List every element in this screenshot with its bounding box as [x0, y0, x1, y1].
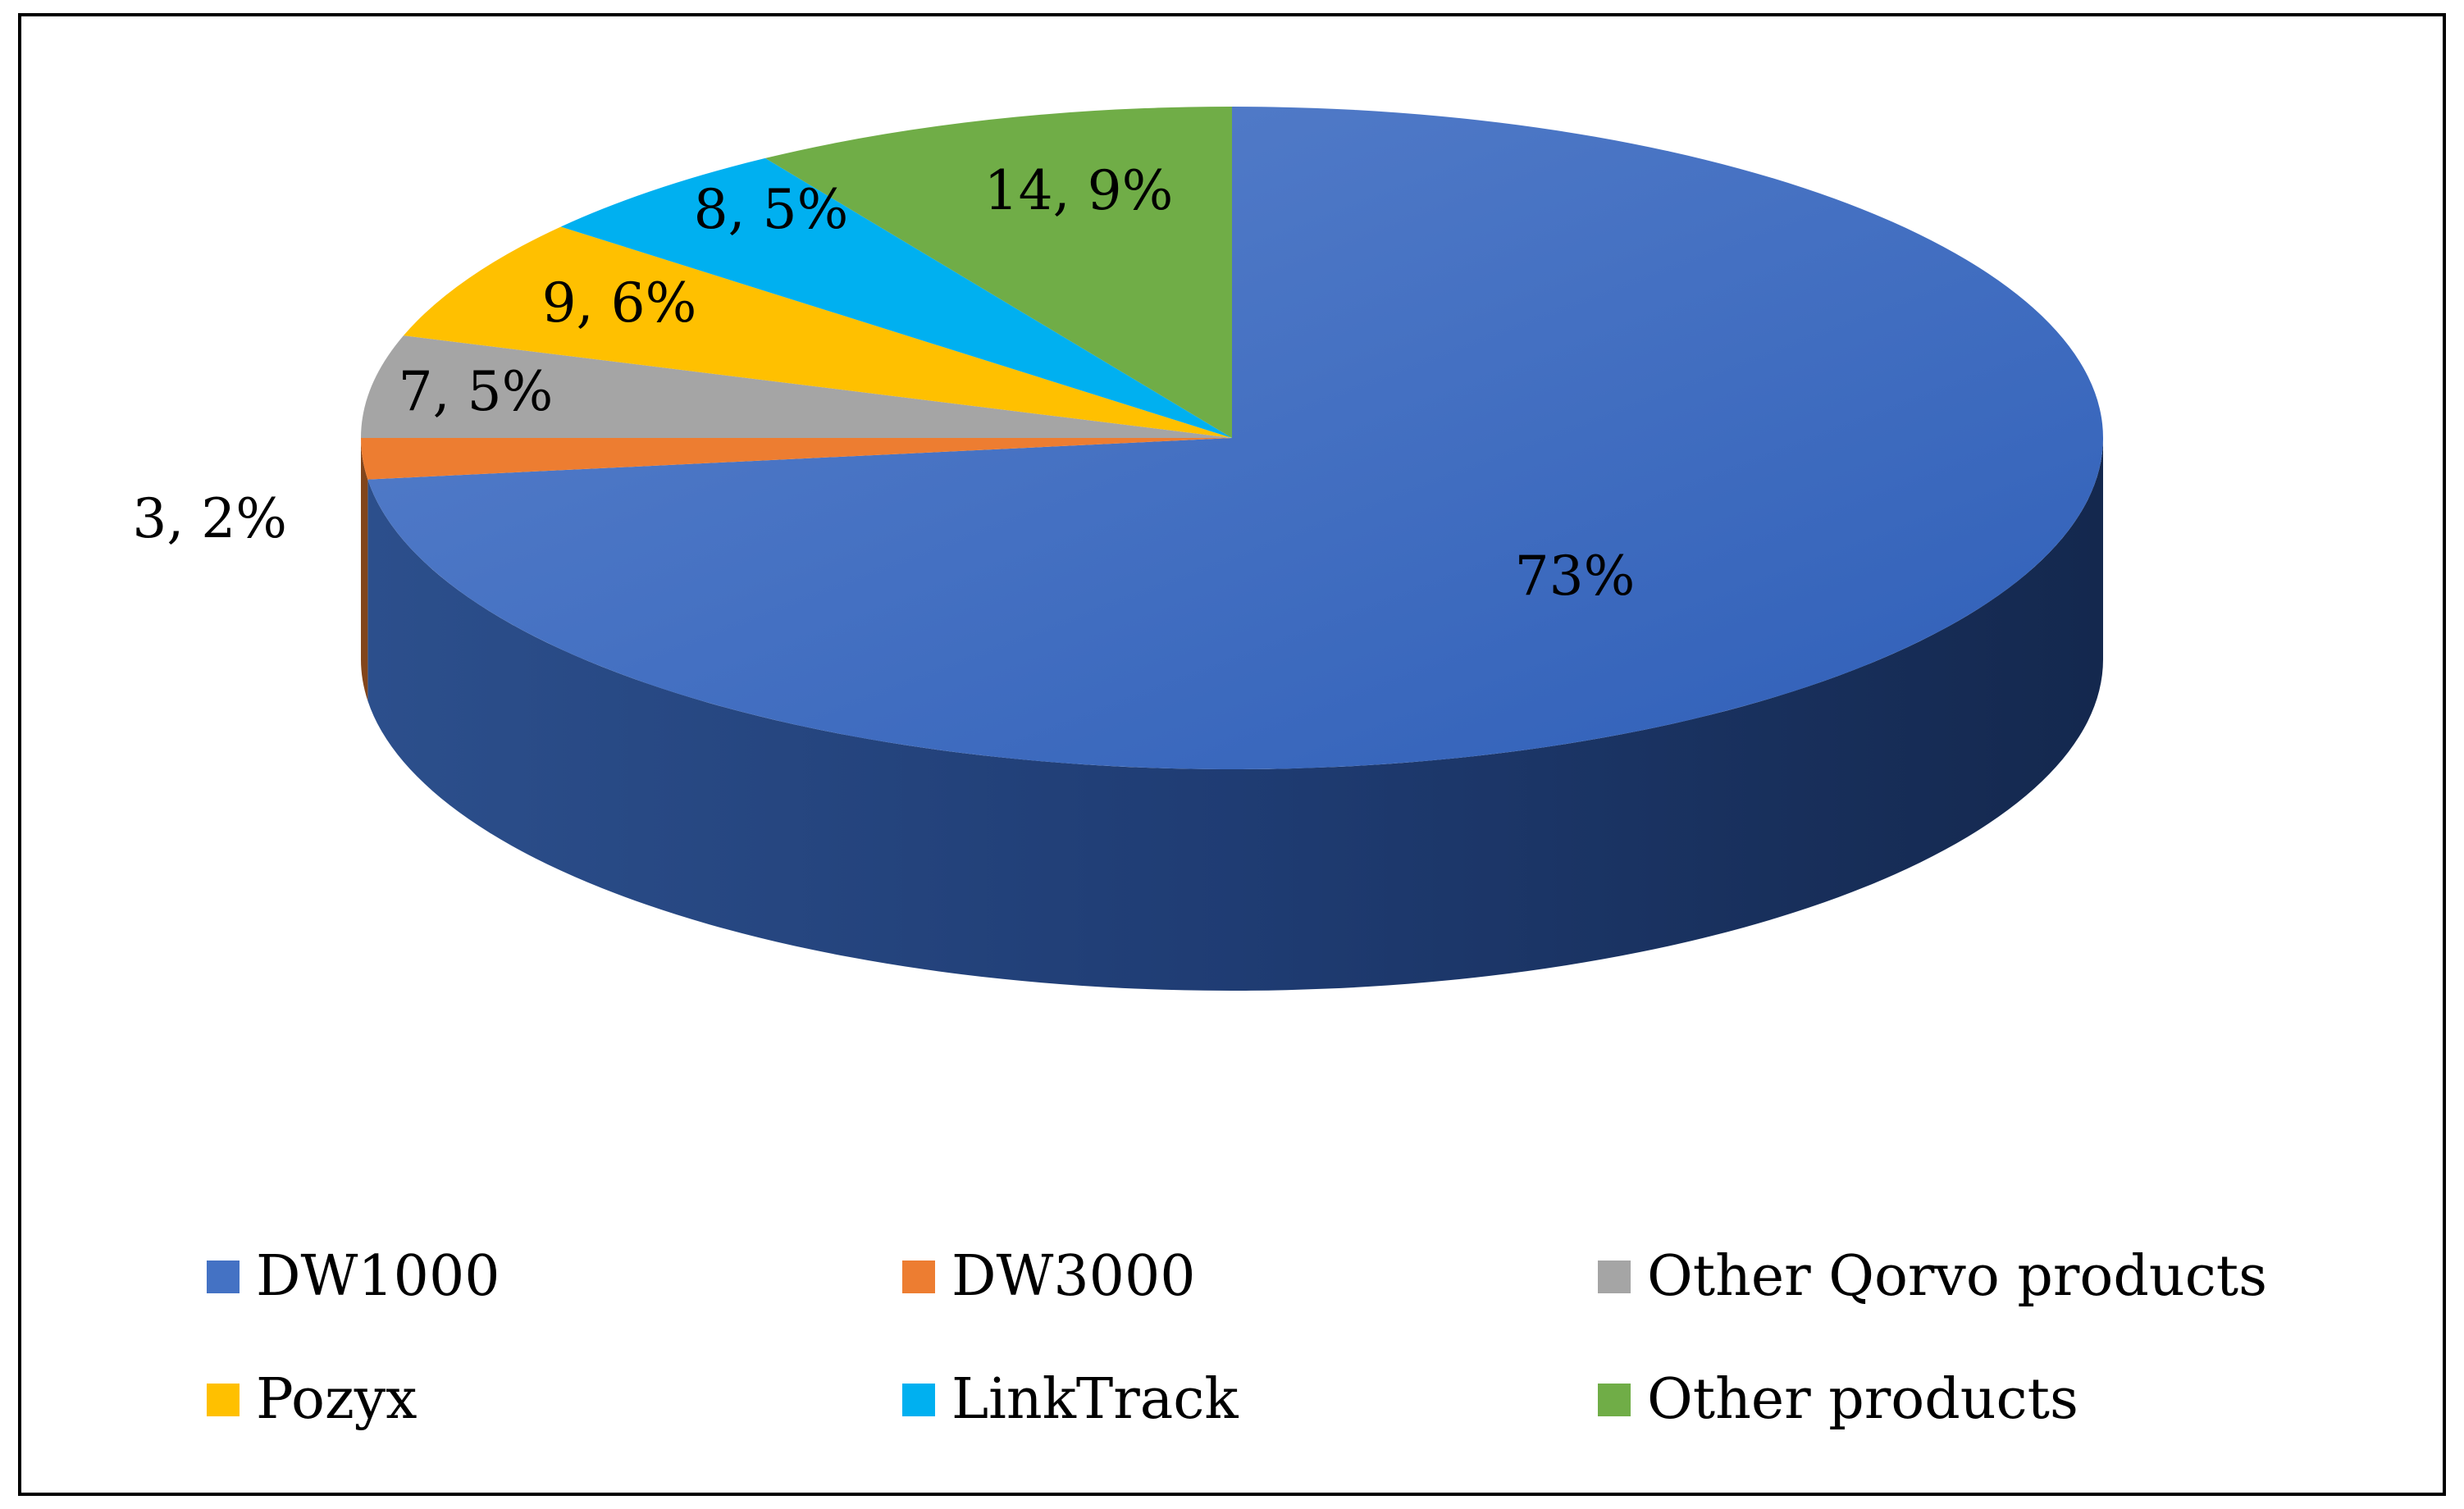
data-label-linktrack: 8, 5%: [694, 178, 849, 241]
pie-data-labels: 73% 3, 2% 7, 5% 9, 6% 8, 5% 14, 9%: [132, 159, 1635, 608]
pie-slice-other-qorvo-products: [361, 335, 1232, 438]
pie-slice-linktrack: [560, 157, 1232, 438]
pie-side-dw1000: [367, 438, 2103, 992]
pie-side-wall: [361, 438, 2103, 992]
pie-slice-pozyx: [403, 226, 1232, 438]
data-label-dw3000: 3, 2%: [132, 487, 287, 550]
pie-side-dw3000: [361, 438, 368, 701]
pie-slice-other-products: [764, 107, 1232, 438]
data-label-pozyx: 9, 6%: [542, 271, 697, 335]
pie-slice-dw1000: [367, 107, 2103, 769]
pie-top: [361, 107, 2103, 769]
data-label-dw1000: 73%: [1515, 545, 1636, 608]
data-label-other-qorvo-products: 7, 5%: [399, 360, 554, 423]
pie-slice-dw3000: [361, 438, 1232, 480]
data-label-other-products: 14, 9%: [984, 159, 1174, 222]
